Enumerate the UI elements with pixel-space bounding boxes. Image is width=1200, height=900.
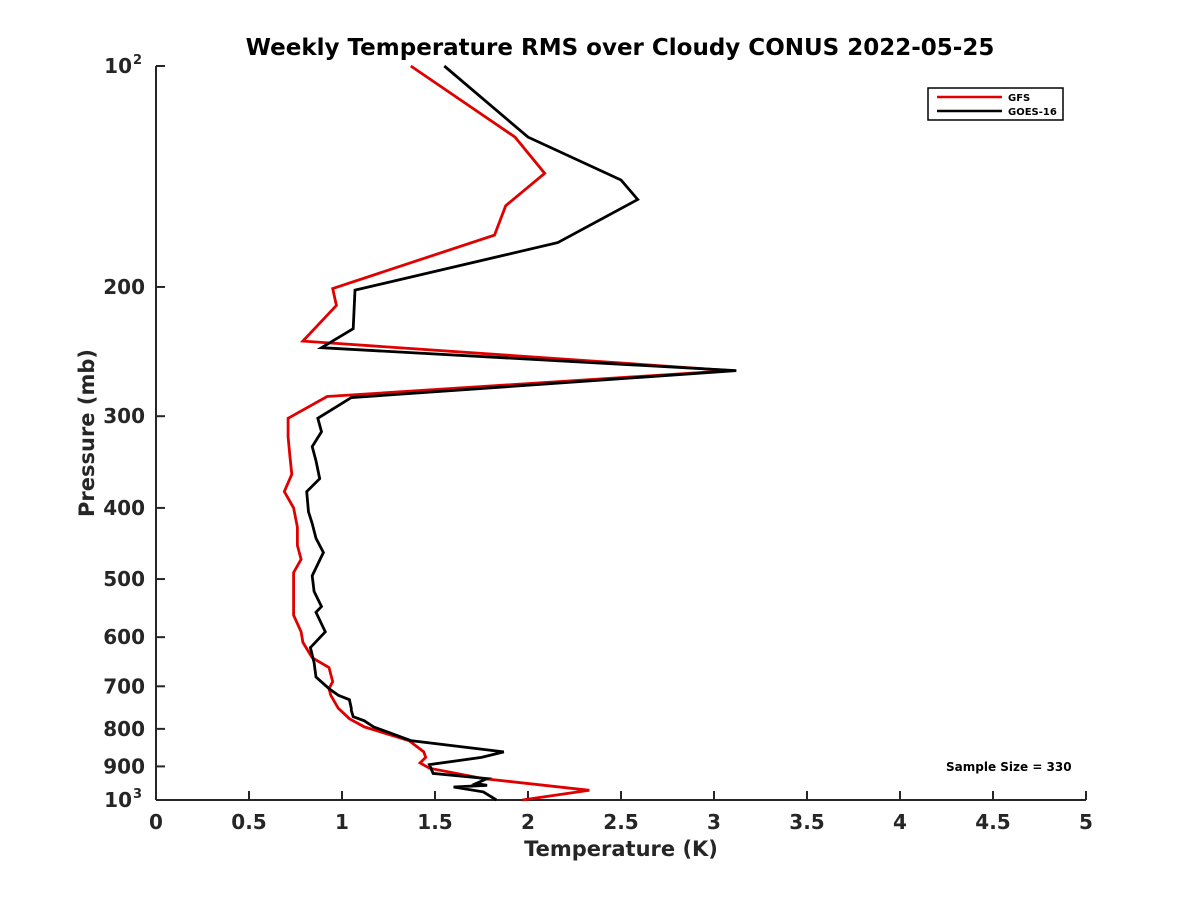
y-tick-exponent: 2 <box>133 53 142 68</box>
y-tick-label: 400 <box>103 496 145 520</box>
legend-label-gfs: GFS <box>1008 93 1030 104</box>
legend-box <box>927 87 1064 121</box>
y-tick-label: 600 <box>103 625 145 649</box>
x-tick-label: 4 <box>893 810 907 834</box>
x-tick-label: 2 <box>521 810 535 834</box>
y-tick-label: 500 <box>103 567 145 591</box>
x-tick-label: 0 <box>149 810 163 834</box>
x-ticks: 0 0.5 1 1.5 2 2.5 3 3.5 4 4.5 5 <box>149 791 1093 834</box>
x-tick-label: 1.5 <box>417 810 452 834</box>
series-line-gfs <box>282 64 731 802</box>
x-tick-label: 1 <box>335 810 349 834</box>
x-tick-label: 5 <box>1079 810 1093 834</box>
y-tick-label: 300 <box>103 404 145 428</box>
y-tick-label: 700 <box>103 674 145 698</box>
sample-size-annotation: Sample Size = 330 <box>946 760 1072 774</box>
y-tick-exponent: 3 <box>133 787 142 802</box>
y-tick-label: 10 <box>104 788 132 812</box>
series-line-goes16 <box>305 64 737 802</box>
x-tick-label: 3.5 <box>789 810 824 834</box>
x-tick-label: 0.5 <box>231 810 266 834</box>
chart-title: Weekly Temperature RMS over Cloudy CONUS… <box>246 35 995 61</box>
x-tick-label: 4.5 <box>975 810 1010 834</box>
series-layer <box>282 64 737 802</box>
x-tick-label: 2.5 <box>603 810 638 834</box>
y-tick-label: 900 <box>103 754 145 778</box>
y-tick-label: 800 <box>103 717 145 741</box>
legend: GFS GOES-16 <box>927 87 1064 121</box>
x-tick-label: 3 <box>707 810 721 834</box>
y-tick-label: 10 <box>104 54 132 78</box>
y-tick-label: 200 <box>103 275 145 299</box>
x-axis-label: Temperature (K) <box>524 837 718 861</box>
y-axis-label: Pressure (mb) <box>75 349 99 517</box>
legend-label-goes16: GOES-16 <box>1008 107 1057 118</box>
